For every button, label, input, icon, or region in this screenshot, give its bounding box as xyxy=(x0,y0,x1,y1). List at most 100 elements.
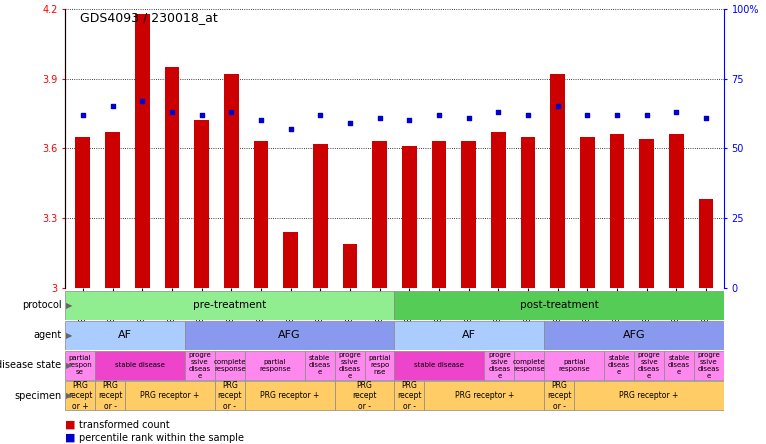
Bar xyxy=(664,351,694,380)
Bar xyxy=(305,351,335,380)
Text: partial
respon
se: partial respon se xyxy=(68,355,92,376)
Bar xyxy=(224,74,239,288)
Text: progre
ssive
diseas
e: progre ssive diseas e xyxy=(188,352,211,379)
Bar xyxy=(461,141,476,288)
Bar xyxy=(491,132,506,288)
Bar xyxy=(245,351,305,380)
Text: transformed count: transformed count xyxy=(79,420,169,430)
Text: specimen: specimen xyxy=(14,391,61,400)
Text: GDS4093 / 230018_at: GDS4093 / 230018_at xyxy=(80,11,218,24)
Text: progre
ssive
diseas
e: progre ssive diseas e xyxy=(637,352,660,379)
Text: partial
response: partial response xyxy=(259,359,290,372)
Text: AF: AF xyxy=(118,330,132,340)
Point xyxy=(165,108,178,115)
Bar xyxy=(669,135,684,288)
Text: PRG
recept
or -: PRG recept or - xyxy=(352,381,377,411)
Bar xyxy=(394,290,724,320)
Bar xyxy=(185,321,394,350)
Text: stable
diseas
e: stable diseas e xyxy=(668,355,690,376)
Text: PRG
recept
or -: PRG recept or - xyxy=(398,381,422,411)
Point xyxy=(522,111,534,119)
Point xyxy=(433,111,445,119)
Text: progre
ssive
diseas
e: progre ssive diseas e xyxy=(339,352,361,379)
Text: AF: AF xyxy=(463,330,476,340)
Point xyxy=(700,114,712,121)
Bar xyxy=(65,321,185,350)
Text: ▶: ▶ xyxy=(66,301,72,309)
Text: partial
respo
nse: partial respo nse xyxy=(368,355,391,376)
Text: post-treatment: post-treatment xyxy=(520,300,598,310)
Bar xyxy=(254,141,268,288)
Bar xyxy=(214,351,245,380)
Text: AFG: AFG xyxy=(623,330,645,340)
Point xyxy=(344,119,356,127)
Bar xyxy=(431,141,447,288)
Bar xyxy=(640,139,654,288)
Text: ▶: ▶ xyxy=(66,391,72,400)
Text: agent: agent xyxy=(33,330,61,340)
Point xyxy=(403,117,415,124)
Bar xyxy=(394,351,484,380)
Bar xyxy=(372,141,387,288)
Bar xyxy=(214,381,245,410)
Bar xyxy=(135,13,149,288)
Bar xyxy=(544,351,604,380)
Bar xyxy=(610,135,624,288)
Bar xyxy=(402,146,417,288)
Text: stable disease: stable disease xyxy=(414,362,464,369)
Text: AFG: AFG xyxy=(278,330,301,340)
Text: complete
response: complete response xyxy=(513,359,545,372)
Point xyxy=(552,103,564,110)
Text: partial
response: partial response xyxy=(558,359,590,372)
Bar xyxy=(65,381,95,410)
Bar xyxy=(580,137,594,288)
Bar xyxy=(195,120,209,288)
Text: PRG receptor +: PRG receptor + xyxy=(455,391,514,400)
Text: pre-treatment: pre-treatment xyxy=(193,300,267,310)
Text: ▶: ▶ xyxy=(66,361,72,370)
Point xyxy=(581,111,594,119)
Bar xyxy=(76,137,90,288)
Bar xyxy=(245,381,335,410)
Point xyxy=(374,114,386,121)
Bar xyxy=(424,381,544,410)
Text: percentile rank within the sample: percentile rank within the sample xyxy=(79,433,244,443)
Point xyxy=(314,111,326,119)
Text: disease state: disease state xyxy=(0,361,61,370)
Bar xyxy=(65,351,95,380)
Point xyxy=(195,111,208,119)
Bar xyxy=(394,381,424,410)
Text: stable
diseas
e: stable diseas e xyxy=(608,355,630,376)
Text: stable
diseas
e: stable diseas e xyxy=(309,355,331,376)
Point xyxy=(493,108,505,115)
Point xyxy=(77,111,89,119)
Text: ■: ■ xyxy=(65,420,76,430)
Bar xyxy=(544,321,724,350)
Bar xyxy=(604,351,634,380)
Text: PRG receptor +: PRG receptor + xyxy=(260,391,319,400)
Bar xyxy=(95,381,125,410)
Bar xyxy=(185,351,214,380)
Bar xyxy=(550,74,565,288)
Text: PRG
recept
or +: PRG recept or + xyxy=(68,381,93,411)
Point xyxy=(611,111,624,119)
Bar xyxy=(694,351,724,380)
Bar xyxy=(335,351,365,380)
Text: progre
ssive
diseas
e: progre ssive diseas e xyxy=(488,352,511,379)
Text: complete
response: complete response xyxy=(214,359,246,372)
Text: PRG
recept
or -: PRG recept or - xyxy=(218,381,242,411)
Text: ■: ■ xyxy=(65,433,76,443)
Bar xyxy=(574,381,724,410)
Point xyxy=(136,97,149,104)
Bar xyxy=(342,244,358,288)
Point xyxy=(284,125,296,132)
Point xyxy=(255,117,267,124)
Bar xyxy=(365,351,394,380)
Text: PRG receptor +: PRG receptor + xyxy=(140,391,200,400)
Text: ▶: ▶ xyxy=(66,331,72,340)
Bar xyxy=(394,321,544,350)
Point xyxy=(463,114,475,121)
Bar xyxy=(634,351,664,380)
Text: PRG receptor +: PRG receptor + xyxy=(620,391,679,400)
Text: stable disease: stable disease xyxy=(115,362,165,369)
